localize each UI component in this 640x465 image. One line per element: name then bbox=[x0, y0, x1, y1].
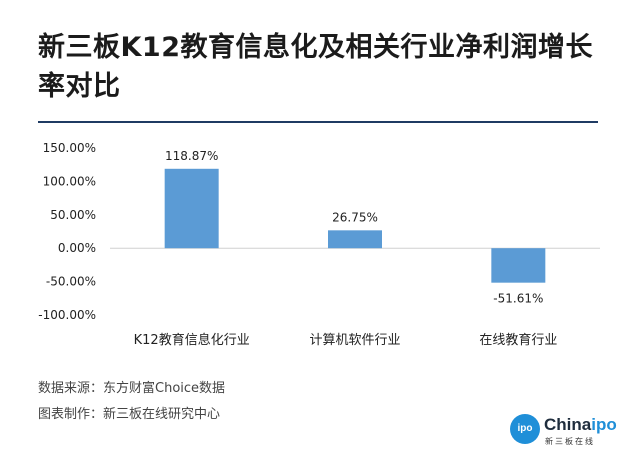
y-axis-ticks: 150.00% 100.00% 50.00% 0.00% -50.00% -100.00% bbox=[38, 141, 96, 322]
chinaipo-logo: ipo Chinaipo 新三板在线 bbox=[510, 414, 617, 448]
bars bbox=[164, 168, 546, 283]
data-label: -51.61% bbox=[493, 292, 543, 306]
y-tick-label: -50.00% bbox=[46, 275, 96, 289]
category-label: 在线教育行业 bbox=[479, 332, 557, 348]
data-source-note: 数据来源：东方财富Choice数据 bbox=[38, 381, 226, 396]
bar-chart: 150.00% 100.00% 50.00% 0.00% -50.00% -100.00%… bbox=[38, 141, 600, 348]
title-divider bbox=[38, 121, 598, 123]
category-label: K12教育信息化行业 bbox=[134, 332, 250, 348]
y-tick-label: -100.00% bbox=[38, 308, 96, 322]
chart-title: 新三板K12教育信息化及相关行业净利润增长率对比 bbox=[38, 32, 593, 102]
logo-subtitle: 新三板在线 bbox=[545, 437, 595, 446]
logo-wordmark: Chinaipo bbox=[544, 415, 617, 435]
chart-maker-note: 图表制作：新三板在线研究中心 bbox=[38, 407, 221, 422]
category-labels: K12教育信息化行业 计算机软件行业 在线教育行业 bbox=[134, 332, 558, 348]
logo-word-main: China bbox=[544, 415, 592, 434]
y-tick-label: 150.00% bbox=[43, 141, 96, 155]
data-labels: 118.87% 26.75% -51.61% bbox=[165, 149, 543, 306]
data-label: 118.87% bbox=[165, 149, 218, 163]
y-tick-label: 0.00% bbox=[58, 241, 96, 255]
bar bbox=[164, 168, 219, 249]
y-tick-label: 50.00% bbox=[50, 208, 96, 222]
data-label: 26.75% bbox=[332, 210, 378, 224]
category-label: 计算机软件行业 bbox=[309, 333, 400, 348]
bar bbox=[491, 248, 546, 283]
y-tick-label: 100.00% bbox=[43, 174, 96, 188]
logo-word-accent: ipo bbox=[591, 415, 617, 434]
bar bbox=[328, 230, 382, 249]
logo-badge-icon: ipo bbox=[510, 414, 540, 444]
